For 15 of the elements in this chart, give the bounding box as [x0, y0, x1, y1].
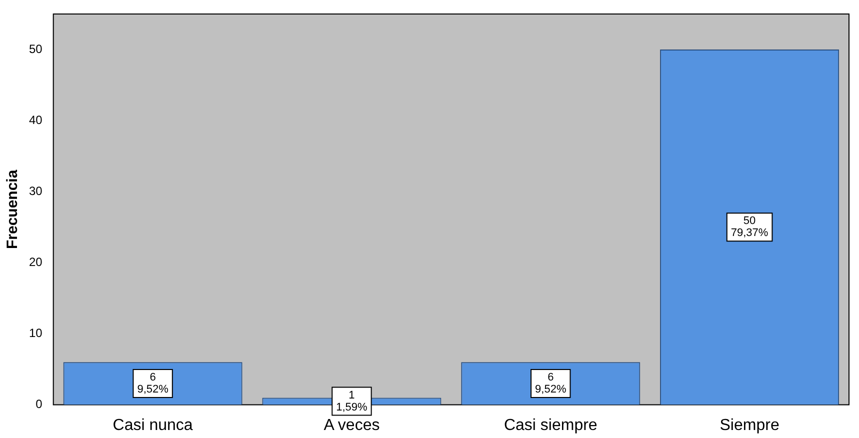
y-tick-label: 30 [28, 184, 43, 198]
x-tick-label: Siempre [720, 416, 780, 434]
y-axis-title: Frecuencia [4, 169, 22, 250]
x-tick-label: Casi siempre [504, 416, 598, 434]
y-tick-label: 20 [28, 255, 43, 270]
y-tick-label: 50 [28, 42, 43, 56]
x-tick-label: Casi nunca [112, 416, 193, 434]
data-label: 6 9,52% [535, 372, 566, 396]
x-tick-label: A veces [324, 416, 380, 434]
data-label: 1 1,59% [336, 389, 368, 414]
data-label: 50 79,37% [730, 215, 768, 240]
data-label: 6 9,52% [137, 372, 169, 396]
y-tick-label: 0 [36, 397, 43, 412]
y-tick-label: 40 [28, 112, 43, 127]
y-tick-label: 10 [28, 326, 43, 340]
